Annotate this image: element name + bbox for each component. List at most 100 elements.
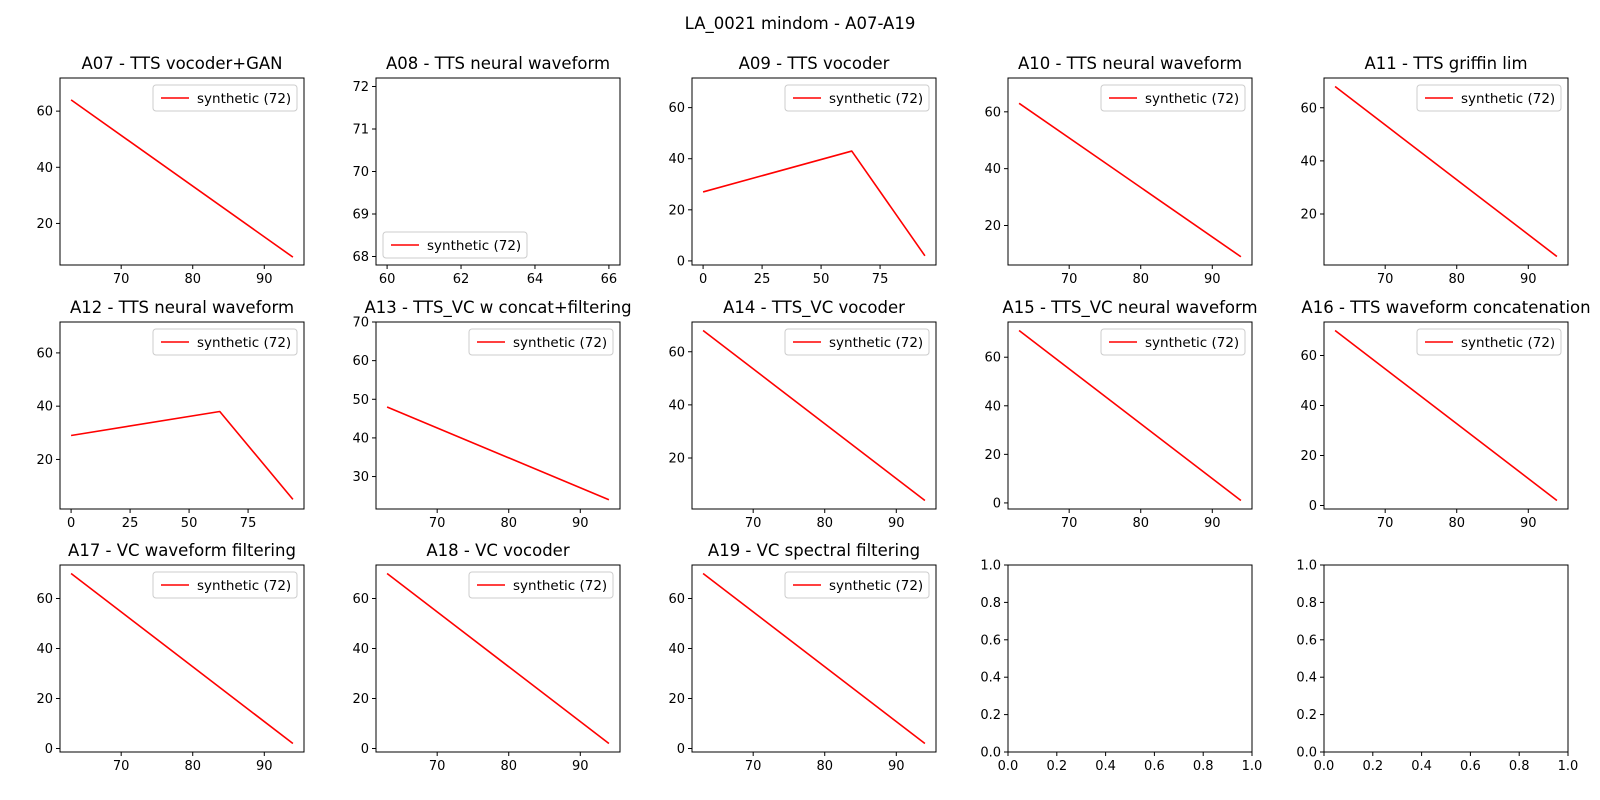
y-tick-label: 20: [36, 692, 53, 707]
legend-box: [1100, 328, 1246, 356]
y-tick-label: 0.6: [980, 633, 1001, 648]
legend-label: synthetic (72): [427, 238, 521, 254]
legend-label: synthetic (72): [197, 91, 291, 107]
legend: synthetic (72): [1416, 84, 1562, 112]
x-tick-label: 75: [240, 516, 257, 531]
legend: synthetic (72): [784, 84, 930, 112]
x-tick-label: 80: [1448, 516, 1465, 531]
x-tick-label: 70: [113, 272, 130, 287]
y-tick-label: 70: [352, 316, 369, 331]
y-tick-label: 20: [1300, 208, 1317, 223]
x-tick-label: 0.2: [1046, 759, 1067, 774]
x-tick-label: 90: [1204, 272, 1221, 287]
legend-label: synthetic (72): [1461, 91, 1555, 107]
y-tick-label: 0: [677, 254, 685, 269]
subplot-title: A07 - TTS vocoder+GAN: [82, 54, 283, 73]
y-tick-label: 0.4: [980, 671, 1001, 686]
x-tick-label: 50: [813, 272, 830, 287]
y-tick-label: 20: [352, 692, 369, 707]
y-tick-label: 0.2: [1296, 708, 1317, 723]
subplot-15: 0.0 0.2 0.4 0.6 0.8 1.0 0.0 0.2 0.4 0.6 0.8 1.0: [1296, 559, 1578, 775]
series-line-synthetic: [702, 572, 926, 745]
y-tick-label: 20: [984, 448, 1001, 463]
x-tick-label: 80: [816, 759, 833, 774]
x-tick-label: 70: [745, 516, 762, 531]
figure-suptitle: LA_0021 mindom - A07-A19: [685, 14, 916, 34]
x-tick-label: 80: [1132, 516, 1149, 531]
y-tick-label: 0.0: [980, 746, 1001, 761]
subplot-title: A10 - TTS neural waveform: [1018, 54, 1242, 73]
axes-frame: [1323, 564, 1569, 753]
legend-box: [784, 84, 930, 112]
y-tick-label: 0: [1309, 499, 1317, 514]
y-tick-label: 0.2: [980, 708, 1001, 723]
x-tick-label: 0.6: [1144, 759, 1165, 774]
y-tick-label: 60: [984, 351, 1001, 366]
subplot-title: A19 - VC spectral filtering: [708, 541, 920, 560]
legend: synthetic (72): [784, 571, 930, 599]
legend-box: [1416, 84, 1562, 112]
x-tick-label: 0.0: [1314, 759, 1335, 774]
subplot-6: A12 - TTS neural waveform 0 25 50 75 20 40 60 sy…: [36, 298, 305, 531]
x-tick-label: 90: [888, 759, 905, 774]
x-tick-label: 66: [601, 272, 618, 287]
subplot-2: A08 - TTS neural waveform 60 62 64 66 68 69 70 7…: [352, 54, 621, 287]
y-tick-label: 60: [984, 105, 1001, 120]
y-tick-label: 60: [352, 354, 369, 369]
series-line-synthetic: [70, 572, 294, 745]
y-tick-label: 40: [36, 642, 53, 657]
series-line-synthetic: [702, 150, 926, 257]
subplot-title: A12 - TTS neural waveform: [70, 298, 294, 317]
legend: synthetic (72): [784, 328, 930, 356]
subplot-title: A09 - TTS vocoder: [739, 54, 890, 73]
legend-label: synthetic (72): [829, 578, 923, 594]
legend-label: synthetic (72): [197, 578, 291, 594]
subplot-title: A13 - TTS_VC w concat+filtering: [364, 298, 631, 318]
y-tick-label: 40: [668, 398, 685, 413]
y-tick-label: 0.6: [1296, 633, 1317, 648]
x-tick-label: 0.4: [1411, 759, 1432, 774]
x-tick-label: 0.0: [998, 759, 1019, 774]
legend-box: [1416, 328, 1562, 356]
y-tick-label: 1.0: [980, 559, 1001, 574]
legend-label: synthetic (72): [1145, 335, 1239, 351]
subplot-title: A14 - TTS_VC vocoder: [723, 298, 905, 318]
x-tick-label: 90: [1520, 516, 1537, 531]
x-tick-label: 90: [572, 759, 589, 774]
legend-label: synthetic (72): [1145, 91, 1239, 107]
x-tick-label: 90: [1204, 516, 1221, 531]
legend-box: [382, 231, 528, 259]
y-tick-label: 50: [352, 393, 369, 408]
legend-label: synthetic (72): [513, 335, 607, 351]
y-tick-label: 20: [984, 219, 1001, 234]
y-tick-label: 0.8: [980, 596, 1001, 611]
subplot-12: A18 - VC vocoder 70 80 90 0 20 40 60 synthetic (…: [352, 541, 621, 774]
x-tick-label: 60: [379, 272, 396, 287]
subplot-grid: A07 - TTS vocoder+GAN 70 80 90 20 40 60 synthet…: [36, 54, 1590, 774]
y-tick-label: 70: [352, 165, 369, 180]
x-tick-label: 90: [572, 516, 589, 531]
y-tick-label: 20: [1300, 449, 1317, 464]
y-tick-label: 40: [352, 431, 369, 446]
x-tick-label: 70: [745, 759, 762, 774]
x-tick-label: 0.6: [1460, 759, 1481, 774]
x-tick-label: 1.0: [1242, 759, 1263, 774]
x-tick-label: 0.8: [1509, 759, 1530, 774]
subplot-title: A17 - VC waveform filtering: [68, 541, 296, 560]
y-tick-label: 40: [36, 400, 53, 415]
y-tick-label: 40: [1300, 399, 1317, 414]
x-tick-label: 0: [699, 272, 707, 287]
x-tick-label: 90: [1520, 272, 1537, 287]
legend-box: [152, 571, 298, 599]
series-line-synthetic: [702, 329, 926, 502]
subplot-title: A18 - VC vocoder: [426, 541, 569, 560]
x-tick-label: 0: [67, 516, 75, 531]
x-tick-label: 90: [256, 272, 273, 287]
y-tick-label: 60: [36, 592, 53, 607]
legend-box: [1100, 84, 1246, 112]
x-tick-label: 70: [1377, 272, 1394, 287]
subplot-14: 0.0 0.2 0.4 0.6 0.8 1.0 0.0 0.2 0.4 0.6 0.8 1.0: [980, 559, 1262, 775]
subplot-9: A15 - TTS_VC neural waveform 70 80 90 0 20 40 6…: [984, 298, 1257, 531]
